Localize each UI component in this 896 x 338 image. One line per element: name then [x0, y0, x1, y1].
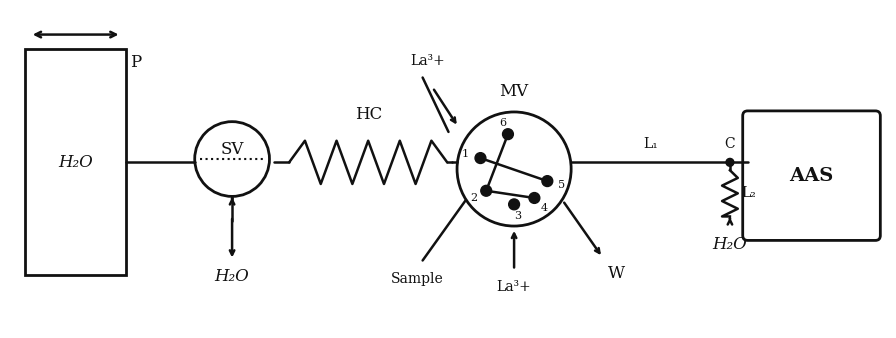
Circle shape	[509, 199, 520, 210]
Circle shape	[503, 129, 513, 140]
Text: L₁: L₁	[643, 137, 658, 150]
Circle shape	[457, 112, 571, 226]
Text: 6: 6	[499, 118, 506, 127]
Circle shape	[529, 193, 539, 203]
Text: P: P	[130, 54, 142, 71]
Text: La³+: La³+	[410, 54, 445, 68]
FancyBboxPatch shape	[743, 111, 881, 240]
Circle shape	[726, 159, 734, 166]
Text: Sample: Sample	[392, 272, 444, 286]
Circle shape	[194, 122, 270, 196]
Text: La³+: La³+	[496, 280, 531, 294]
Text: AAS: AAS	[789, 167, 833, 185]
Text: 2: 2	[470, 193, 477, 203]
Text: H₂O: H₂O	[215, 268, 249, 285]
Text: 3: 3	[514, 211, 521, 221]
Text: L₂: L₂	[742, 186, 756, 200]
Circle shape	[542, 176, 553, 187]
Text: C: C	[725, 137, 736, 150]
Bar	[25, 49, 126, 275]
Text: 5: 5	[558, 180, 565, 190]
Circle shape	[475, 153, 486, 164]
Text: HC: HC	[355, 106, 382, 123]
Text: H₂O: H₂O	[712, 236, 747, 253]
Text: H₂O: H₂O	[58, 154, 93, 171]
Text: SV: SV	[220, 141, 244, 158]
Text: MV: MV	[500, 83, 529, 100]
Text: 1: 1	[462, 149, 470, 160]
Circle shape	[481, 185, 492, 196]
Text: W: W	[607, 265, 625, 282]
Text: 4: 4	[541, 203, 548, 213]
